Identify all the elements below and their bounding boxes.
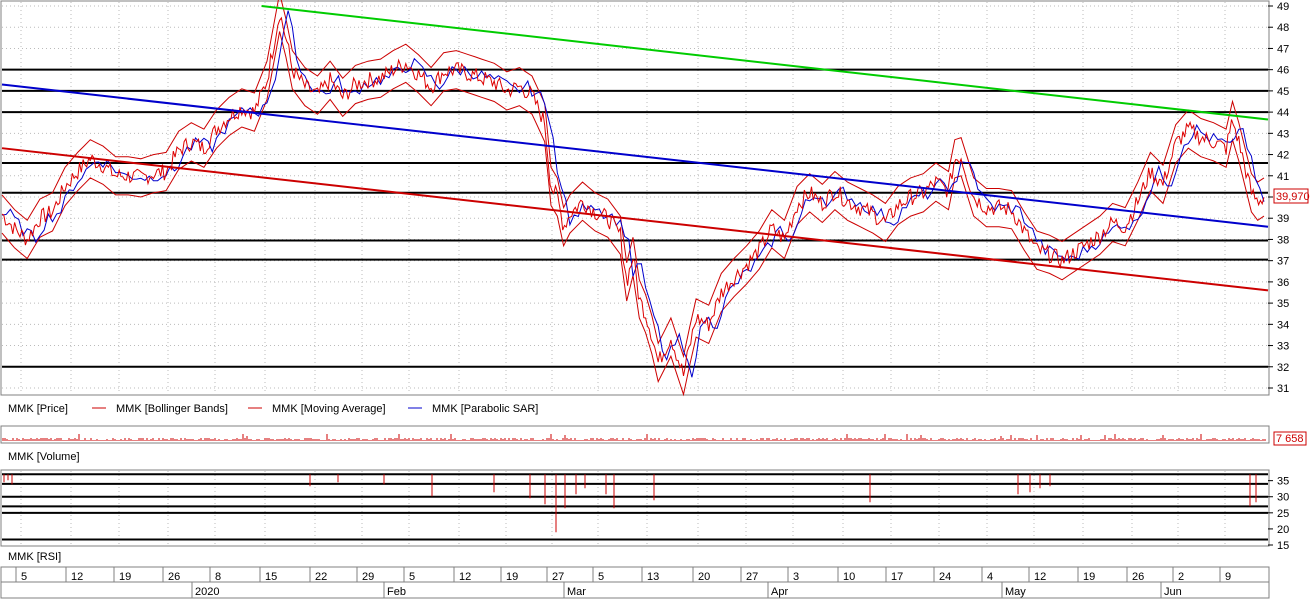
price-y-tick-label: 47 (1277, 43, 1289, 55)
rsi-series (3, 474, 1257, 533)
price-line (1, 16, 1265, 376)
x-day-label: 27 (746, 571, 758, 583)
rsi-y-tick-label: 25 (1277, 508, 1289, 520)
x-day-label: 26 (1132, 571, 1144, 583)
x-day-label: 29 (362, 571, 374, 583)
rsi-y-axis: 35 30 25 20 15 (1268, 476, 1289, 552)
last-price-box (1273, 188, 1309, 204)
volume-last-box (1273, 431, 1307, 446)
legend-bands: MMK [Bollinger Bands] (116, 403, 228, 415)
x-day-label: 20 (698, 571, 710, 583)
x-day-label: 15 (265, 571, 277, 583)
x-day-label: 2 (1178, 571, 1184, 583)
last-price-label: 39,970 (1276, 191, 1310, 203)
x-day-label: 5 (21, 571, 27, 583)
price-y-tick-label: 43 (1277, 128, 1289, 140)
price-y-tick-label: 45 (1277, 86, 1289, 98)
x-day-label: 19 (506, 571, 518, 583)
price-y-tick-label: 34 (1277, 319, 1289, 331)
price-y-tick-label: 49 (1277, 1, 1289, 13)
price-y-tick-label: 46 (1277, 65, 1289, 77)
x-day-label: 4 (987, 571, 993, 583)
price-y-tick-label: 31 (1277, 383, 1289, 395)
x-month-label: May (1005, 586, 1026, 598)
x-day-label: 9 (1225, 571, 1231, 583)
rsi-horizontal-levels (2, 473, 1268, 541)
x-day-label: 19 (1083, 571, 1095, 583)
trendline-2 (1, 147, 1269, 292)
price-y-tick-label: 33 (1277, 341, 1289, 353)
price-y-tick-label: 48 (1277, 22, 1289, 34)
price-y-tick-label: 38 (1277, 234, 1289, 246)
price-y-tick-label: 35 (1277, 298, 1289, 310)
x-day-label: 12 (459, 571, 471, 583)
x-axis: 5 12 19 26 8 15 22 29 5 12 19 27 5 13 20 27 3 10 17 24 4 12 19… (15, 567, 1231, 598)
rsi-y-tick-label: 20 (1277, 524, 1289, 536)
price-y-tick-label: 37 (1277, 256, 1289, 268)
x-day-label: 27 (552, 571, 564, 583)
x-day-label: 12 (71, 571, 83, 583)
x-month-label: Feb (387, 586, 406, 598)
x-day-label: 22 (315, 571, 327, 583)
x-day-label: 17 (891, 571, 903, 583)
price-y-tick-label: 36 (1277, 277, 1289, 289)
rsi-y-tick-label: 15 (1277, 540, 1289, 552)
volume-panel-label: MMK [Volume] (8, 451, 80, 463)
x-month-label: Jun (1164, 586, 1182, 598)
x-day-label: 3 (793, 571, 799, 583)
trendline-0 (261, 5, 1269, 121)
x-month-label: Apr (771, 586, 788, 598)
trendline-1 (1, 83, 1269, 228)
x-month-label: Mar (567, 586, 586, 598)
x-day-label: 10 (843, 571, 855, 583)
x-day-label: 5 (598, 571, 604, 583)
volume-panel-frame (0, 425, 1270, 444)
x-day-label: 8 (215, 571, 221, 583)
price-series (1, 0, 1265, 397)
x-day-label: 5 (409, 571, 415, 583)
rsi-y-tick-label: 35 (1277, 476, 1289, 488)
price-y-tick-label: 42 (1277, 150, 1289, 162)
price-y-tick-label: 32 (1277, 362, 1289, 374)
rsi-panel-label: MMK [RSI] (8, 551, 61, 563)
rsi-panel-frame (0, 469, 1270, 547)
volume-last-label: 7 658 (1276, 433, 1304, 445)
legend-sar: MMK [Parabolic SAR] (432, 403, 538, 415)
trend-lines (1, 5, 1269, 292)
volume-bars (2, 434, 1266, 441)
x-day-label: 19 (119, 571, 131, 583)
x-day-label: 24 (939, 571, 951, 583)
x-month-label: 2020 (195, 586, 219, 598)
price-y-tick-label: 41 (1277, 171, 1289, 183)
parabolic-sar (1, 10, 1265, 378)
legend-price: MMK [Price] (8, 403, 68, 415)
x-day-label: 12 (1034, 571, 1046, 583)
bollinger-upper (1, 0, 1265, 359)
x-day-label: 26 (168, 571, 180, 583)
legend-ma: MMK [Moving Average] (272, 403, 386, 415)
rsi-y-tick-label: 30 (1277, 492, 1289, 504)
price-y-tick-label: 39 (1277, 213, 1289, 225)
price-horizontal-levels (2, 68, 1268, 368)
legend: MMK [Price] MMK [Bollinger Bands] MMK [M… (8, 403, 538, 415)
x-day-label: 13 (647, 571, 659, 583)
price-y-tick-label: 44 (1277, 107, 1289, 119)
price-panel-frame (0, 0, 1270, 396)
